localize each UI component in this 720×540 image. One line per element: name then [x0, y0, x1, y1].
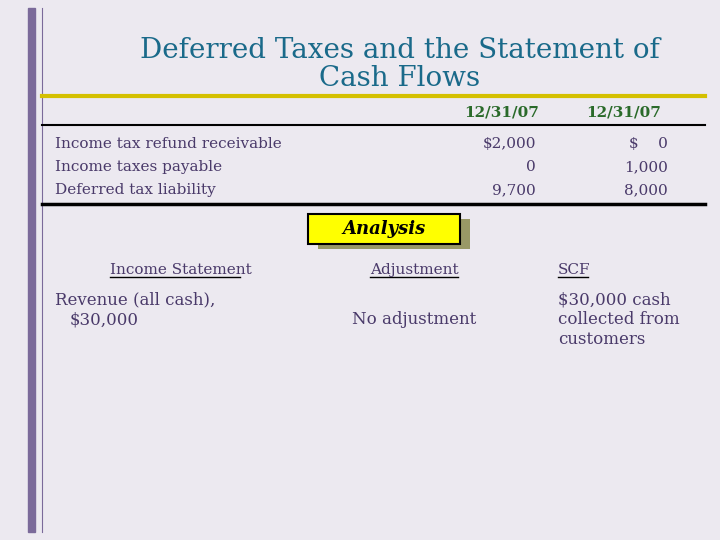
Text: 9,700: 9,700 [492, 183, 536, 197]
Text: 12/31/07: 12/31/07 [464, 105, 539, 119]
Text: Adjustment: Adjustment [370, 263, 459, 277]
Text: $2,000: $2,000 [482, 137, 536, 151]
Text: customers: customers [558, 332, 645, 348]
Text: Revenue (all cash),: Revenue (all cash), [55, 292, 215, 308]
Text: $30,000 cash: $30,000 cash [558, 292, 670, 308]
Text: Analysis: Analysis [343, 220, 426, 238]
Text: No adjustment: No adjustment [352, 312, 476, 328]
Text: Income Statement: Income Statement [110, 263, 252, 277]
Text: collected from: collected from [558, 312, 680, 328]
Text: 12/31/07: 12/31/07 [587, 105, 662, 119]
Text: SCF: SCF [558, 263, 590, 277]
Text: Income tax refund receivable: Income tax refund receivable [55, 137, 282, 151]
Text: $30,000: $30,000 [70, 312, 139, 328]
Bar [318, 219, 470, 249]
Bar [28, 8, 35, 532]
Text: Deferred tax liability: Deferred tax liability [55, 183, 216, 197]
Text: Cash Flows: Cash Flows [320, 64, 480, 91]
Text: 1,000: 1,000 [624, 160, 668, 174]
Text: $    0: $ 0 [629, 137, 668, 151]
Text: Deferred Taxes and the Statement of: Deferred Taxes and the Statement of [140, 37, 660, 64]
Text: 8,000: 8,000 [624, 183, 668, 197]
Bar [308, 214, 460, 244]
Text: 0: 0 [526, 160, 536, 174]
Text: Income taxes payable: Income taxes payable [55, 160, 222, 174]
